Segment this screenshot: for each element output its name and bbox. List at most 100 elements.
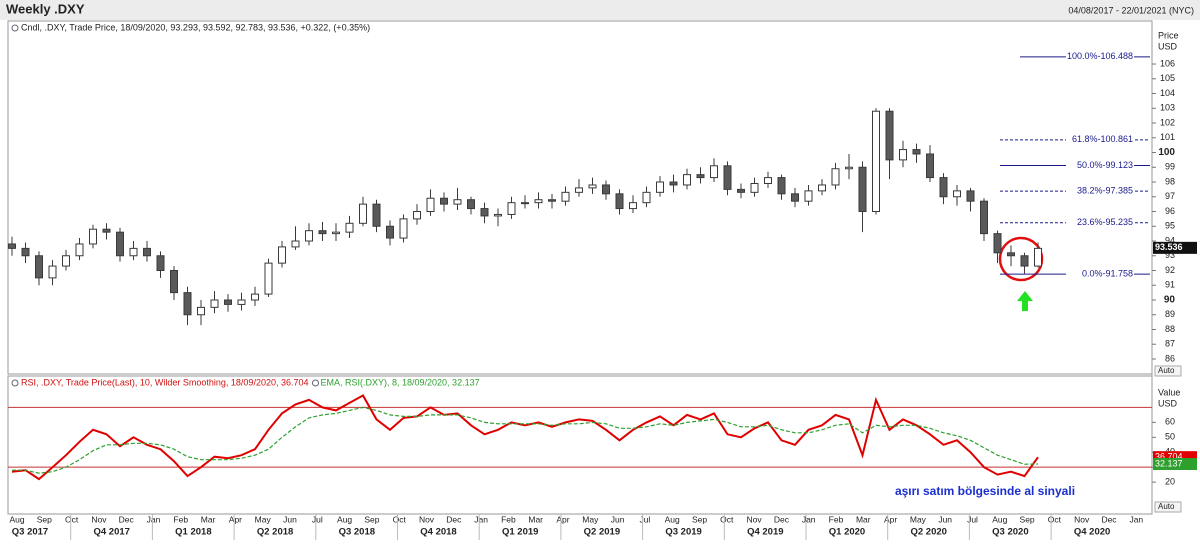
fib-label: 50.0%-99.123: [1077, 160, 1133, 170]
auto-label[interactable]: Auto: [1158, 502, 1175, 511]
candle-body: [804, 190, 813, 202]
month-label: Apr: [556, 514, 569, 524]
month-label: Dec: [446, 514, 462, 524]
month-label: Aug: [337, 514, 352, 524]
y-tick-label: 100: [1158, 147, 1175, 158]
candle-body: [156, 255, 165, 272]
y-tick-label: 93: [1165, 250, 1175, 260]
candle-body: [980, 200, 988, 235]
price-tag: [1153, 241, 1197, 254]
y-tick-label: 89: [1165, 309, 1175, 319]
y-tick-label: 60: [1165, 417, 1175, 427]
month-label: Dec: [119, 514, 135, 524]
legend-icon: [11, 24, 19, 32]
candle-body: [696, 174, 705, 179]
y-tick-label: 96: [1165, 206, 1175, 216]
auto-button[interactable]: [1154, 501, 1182, 513]
y-tick-label: 98: [1165, 176, 1175, 186]
rsi-line: [12, 406, 1039, 474]
month-label: Sep: [1020, 514, 1035, 524]
candle-body: [413, 211, 421, 220]
month-label: Sep: [364, 514, 379, 524]
candle-body: [912, 149, 921, 155]
y-axis-label: Value: [1158, 387, 1180, 397]
rsi-line: [11, 394, 1039, 481]
month-label: Feb: [501, 514, 516, 524]
month-label: Mar: [856, 514, 871, 524]
price-panel: [7, 20, 1153, 375]
auto-button[interactable]: [1154, 365, 1182, 377]
month-label: Sep: [692, 514, 707, 524]
header-bar: [0, 0, 1200, 20]
fib-label: 38.2%-97.385: [1077, 185, 1133, 195]
y-tick-label: 104: [1160, 88, 1175, 98]
quarter-label: Q3 2018: [339, 527, 375, 538]
fib-label-bg: [1066, 160, 1134, 171]
candle-body: [359, 203, 367, 224]
month-label: Jun: [611, 514, 625, 524]
candle-body: [480, 208, 489, 217]
y-tick-label: 106: [1160, 58, 1175, 68]
annotation: aşırı satım bölgesinde al sinyali: [895, 484, 1075, 498]
candle-body: [642, 191, 651, 204]
month-label: May: [582, 514, 599, 524]
candle-body: [561, 191, 570, 202]
candle-body: [8, 243, 16, 249]
month-label: Feb: [829, 514, 844, 524]
fib-label-bg: [1066, 217, 1134, 228]
candle-body: [845, 166, 853, 170]
candle-body: [453, 199, 462, 205]
month-label: Jul: [967, 514, 978, 524]
candle-body: [210, 299, 219, 308]
quarter-label: Q1 2019: [502, 527, 538, 538]
y-tick-label: 94: [1165, 235, 1175, 245]
date-range: 04/08/2017 - 22/01/2021 (NYC): [1068, 5, 1194, 15]
fib-label: 61.8%-100.861: [1072, 134, 1133, 144]
rsi-legend: RSI, .DXY, Trade Price(Last), 10, Wilder…: [21, 377, 309, 387]
month-label: Oct: [393, 514, 407, 524]
fib-label-bg: [1066, 134, 1134, 145]
candle-body: [102, 228, 111, 233]
quarter-label: Q4 2020: [1074, 527, 1110, 538]
y-tick-label: 95: [1165, 221, 1175, 231]
candle-body: [264, 262, 273, 295]
legend-text: Cndl, .DXY, Trade Price, 18/09/2020, 93.…: [21, 22, 370, 32]
candle-body: [575, 187, 583, 193]
auto-label[interactable]: Auto: [1158, 366, 1175, 375]
candle-body: [791, 193, 799, 202]
candle-body: [89, 228, 97, 245]
candle-body: [224, 299, 232, 305]
month-label: Dec: [774, 514, 790, 524]
y-tick-label: 92: [1165, 265, 1175, 275]
month-label: Oct: [1048, 514, 1062, 524]
candle-body: [305, 230, 313, 242]
value-tag-label: 32.137: [1155, 458, 1183, 468]
candle-body: [710, 165, 718, 179]
chart-title: Weekly .DXY: [6, 1, 85, 16]
month-label: Jul: [639, 514, 650, 524]
candle-body: [858, 166, 867, 213]
candle-body: [170, 270, 178, 294]
candle-body: [62, 255, 70, 267]
month-label: Feb: [173, 514, 188, 524]
y-tick-label: 102: [1160, 117, 1175, 127]
candle-body: [831, 168, 840, 186]
candle-body: [143, 247, 151, 257]
candle-body: [399, 218, 408, 239]
signal-arrow: [1017, 291, 1033, 311]
y-axis-label: USD: [1158, 398, 1178, 408]
candle-body: [939, 177, 948, 198]
candle-body: [332, 231, 340, 235]
candle-body: [116, 231, 124, 257]
candle-body: [1007, 252, 1015, 257]
month-label: Aug: [992, 514, 1007, 524]
y-tick-label: 97: [1165, 191, 1175, 201]
candle-body: [35, 255, 43, 279]
price-tag-label: 93.536: [1155, 242, 1183, 252]
ema-legend: EMA, RSI(.DXY), 8, 18/09/2020, 32.137: [321, 377, 480, 387]
candle-body: [899, 149, 907, 161]
month-label: Jun: [283, 514, 297, 524]
value-tag: [1153, 457, 1197, 470]
month-label: Mar: [201, 514, 216, 524]
